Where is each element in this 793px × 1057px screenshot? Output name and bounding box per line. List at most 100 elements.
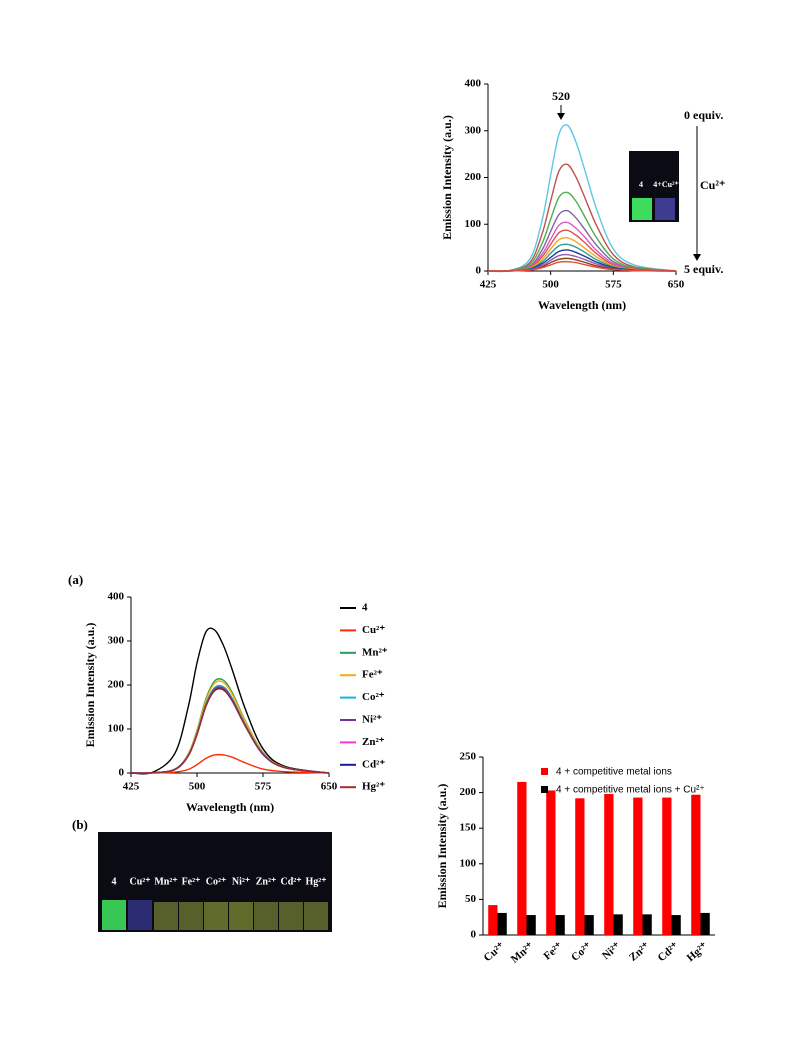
y-tick-label: 50 <box>465 893 477 905</box>
bar <box>613 914 623 935</box>
inset-label: 4 <box>639 180 643 189</box>
y-tick-label: 100 <box>460 857 477 869</box>
line-series <box>130 753 330 774</box>
photo-label: Mn²⁺ <box>154 876 177 887</box>
x-tick-label: Fe²⁺ <box>541 940 565 963</box>
x-axis-label: Wavelength (nm) <box>538 298 626 312</box>
vial-glow <box>229 902 253 930</box>
y-tick-label: 400 <box>108 591 125 603</box>
y-tick-label: 200 <box>108 679 125 691</box>
line-series <box>487 124 677 273</box>
bar <box>575 798 585 935</box>
photo-label: Hg²⁺ <box>305 876 326 887</box>
y-tick-label: 150 <box>460 822 477 834</box>
x-tick-label: Zn²⁺ <box>627 940 652 964</box>
bar <box>546 790 556 935</box>
y-tick-label: 300 <box>465 124 482 136</box>
x-tick-label: Cu²⁺ <box>482 940 508 964</box>
vial-glow <box>128 900 152 930</box>
x-tick-label: 575 <box>255 781 272 793</box>
legend-label: 4 + competitive metal ions + Cu²⁺ <box>556 785 705 796</box>
x-tick-label: Co²⁺ <box>569 940 594 964</box>
bar <box>662 797 672 935</box>
line-series <box>487 260 677 272</box>
y-tick-label: 0 <box>476 265 482 277</box>
photo-label: Ni²⁺ <box>232 876 250 887</box>
x-tick-label: Ni²⁺ <box>600 940 623 962</box>
x-tick-label: Mn²⁺ <box>509 940 536 966</box>
vial-glow <box>279 902 303 930</box>
vial-glow <box>204 902 228 930</box>
legend-label: 4 <box>362 602 368 614</box>
y-tick-label: 300 <box>108 635 125 647</box>
photo-label: 4 <box>112 876 117 887</box>
photo-label: Cu²⁺ <box>129 876 150 887</box>
annotation: 520 <box>552 89 570 103</box>
line-series <box>130 686 330 774</box>
legend-label: Zn²⁺ <box>362 736 385 748</box>
legend-swatch <box>541 768 548 775</box>
x-tick-label: 425 <box>123 781 140 793</box>
legend-label: Ni²⁺ <box>362 714 382 726</box>
legend-label: 4 + competitive metal ions <box>556 767 672 778</box>
annotation: 0 equiv. <box>684 108 723 122</box>
bar <box>671 915 681 935</box>
x-tick-label: 650 <box>321 781 338 793</box>
y-axis-label: Emission Intensity (a.u.) <box>435 784 449 909</box>
inset-label: 4+Cu²⁺ <box>653 180 678 189</box>
vial-glow <box>102 900 126 930</box>
photo-label: Cd²⁺ <box>280 876 301 887</box>
line-series <box>487 191 677 273</box>
legend-swatch <box>541 786 548 793</box>
vial-glow <box>655 198 675 220</box>
x-tick-label: Cd²⁺ <box>656 940 682 964</box>
bar <box>604 794 614 935</box>
bar <box>700 912 710 935</box>
x-tick-label: 425 <box>480 279 497 291</box>
line-series <box>487 163 677 273</box>
bar <box>517 781 527 935</box>
legend-label: Fe²⁺ <box>362 669 383 681</box>
line-series <box>130 678 330 774</box>
vial-glow <box>154 902 178 930</box>
photo-label: Co²⁺ <box>206 876 227 887</box>
photo <box>98 832 332 932</box>
inset-photo <box>629 151 679 222</box>
annotation: Cu²⁺ <box>700 178 725 192</box>
vial-glow <box>179 902 203 930</box>
bar <box>642 914 652 935</box>
photo-label: Zn²⁺ <box>256 876 277 887</box>
bar <box>691 794 701 935</box>
x-tick-label: 575 <box>605 279 622 291</box>
x-tick-label: 500 <box>189 781 206 793</box>
photo-label: Fe²⁺ <box>182 876 201 887</box>
y-tick-label: 200 <box>460 786 477 798</box>
y-tick-label: 250 <box>460 751 477 763</box>
bar <box>526 915 536 935</box>
annotation: 5 equiv. <box>684 262 723 276</box>
line-series <box>487 209 677 272</box>
x-tick-label: Hg²⁺ <box>685 940 711 964</box>
x-tick-label: 650 <box>668 279 685 291</box>
line-series <box>130 686 330 774</box>
y-tick-label: 100 <box>108 723 125 735</box>
y-tick-label: 0 <box>119 767 125 779</box>
legend-label: Cu²⁺ <box>362 624 385 636</box>
legend-label: Hg²⁺ <box>362 781 385 793</box>
x-tick-label: 500 <box>542 279 559 291</box>
bar <box>584 915 594 935</box>
legend-label: Cd²⁺ <box>362 758 385 770</box>
y-axis-label: Emission Intensity (a.u.) <box>83 623 97 748</box>
y-axis-label: Emission Intensity (a.u.) <box>440 115 454 240</box>
line-series <box>130 687 330 774</box>
x-axis-label: Wavelength (nm) <box>186 800 274 814</box>
bar <box>497 912 507 935</box>
vial-glow <box>632 198 652 220</box>
bar <box>633 797 643 935</box>
y-tick-label: 100 <box>465 218 482 230</box>
y-tick-label: 400 <box>465 78 482 90</box>
bar <box>488 905 498 935</box>
y-tick-label: 0 <box>471 929 477 941</box>
